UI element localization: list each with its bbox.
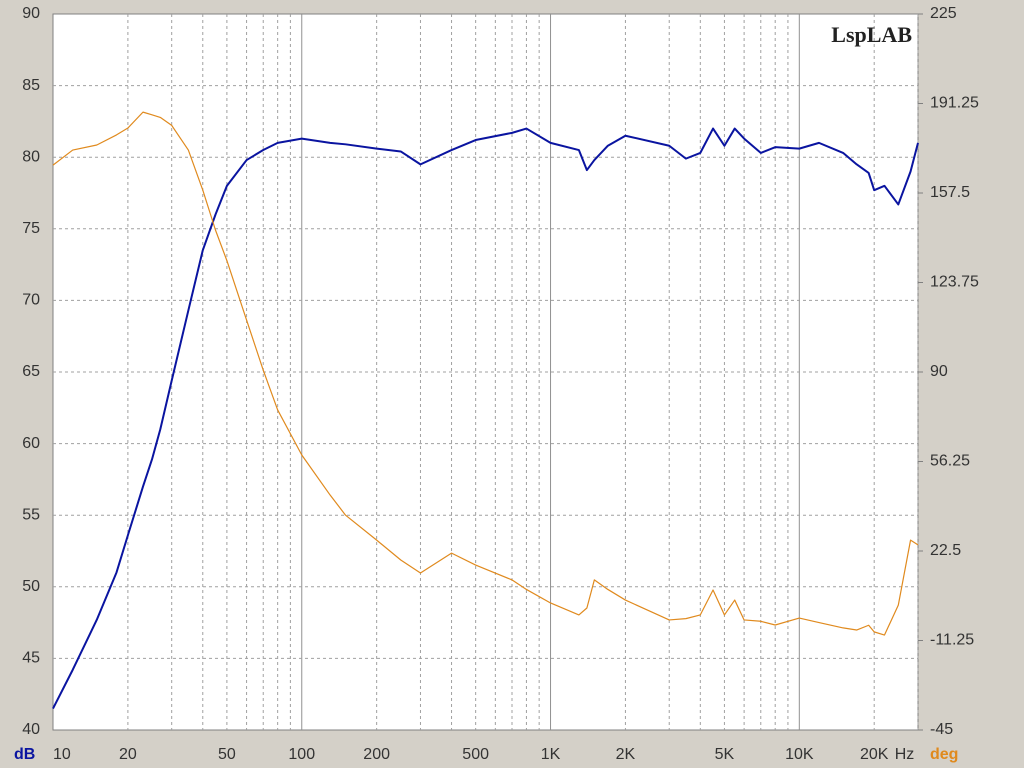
y2-tick-label: 191.25 bbox=[930, 95, 979, 112]
y-tick-label: 50 bbox=[22, 578, 40, 595]
y-tick-label: 60 bbox=[22, 435, 40, 452]
y-tick-label: 70 bbox=[22, 292, 40, 309]
x-tick-label: 20 bbox=[119, 746, 137, 763]
x-tick-label: 200 bbox=[363, 746, 390, 763]
y2-tick-label: 90 bbox=[930, 363, 948, 380]
y2-tick-label: 123.75 bbox=[930, 274, 979, 291]
x-tick-label: 10 bbox=[53, 746, 71, 763]
series-line bbox=[52, 127, 919, 709]
y-tick-label: 80 bbox=[22, 148, 40, 165]
y-tick-label: 40 bbox=[22, 721, 40, 738]
y2-unit: deg bbox=[930, 746, 958, 763]
y2-tick-label: 225 bbox=[930, 5, 957, 22]
x-tick-label: 2K bbox=[616, 746, 636, 763]
y-unit: dB bbox=[14, 746, 35, 763]
y-tick-label: 45 bbox=[22, 650, 40, 667]
y-tick-label: 85 bbox=[22, 77, 40, 94]
x-tick-label: 1K bbox=[541, 746, 561, 763]
y-tick-label: 75 bbox=[22, 220, 40, 237]
x-tick-label: 500 bbox=[462, 746, 489, 763]
y-tick-label: 55 bbox=[22, 506, 40, 523]
y-tick-label: 65 bbox=[22, 363, 40, 380]
logo: LspLAB bbox=[831, 22, 912, 47]
x-tick-label: 10K bbox=[785, 746, 814, 763]
y2-tick-label: -11.25 bbox=[930, 632, 974, 649]
y2-tick-label: 56.25 bbox=[930, 453, 970, 470]
series-line bbox=[52, 111, 919, 636]
x-tick-label: 5K bbox=[715, 746, 735, 763]
y2-tick-label: 22.5 bbox=[930, 542, 961, 559]
x-tick-label: 50 bbox=[218, 746, 236, 763]
x-unit: Hz bbox=[895, 746, 915, 763]
x-tick-label: 20K bbox=[860, 746, 889, 763]
y2-tick-label: 157.5 bbox=[930, 184, 970, 201]
y-tick-label: 90 bbox=[22, 5, 40, 22]
x-tick-label: 100 bbox=[288, 746, 315, 763]
y2-tick-label: -45 bbox=[930, 721, 953, 738]
